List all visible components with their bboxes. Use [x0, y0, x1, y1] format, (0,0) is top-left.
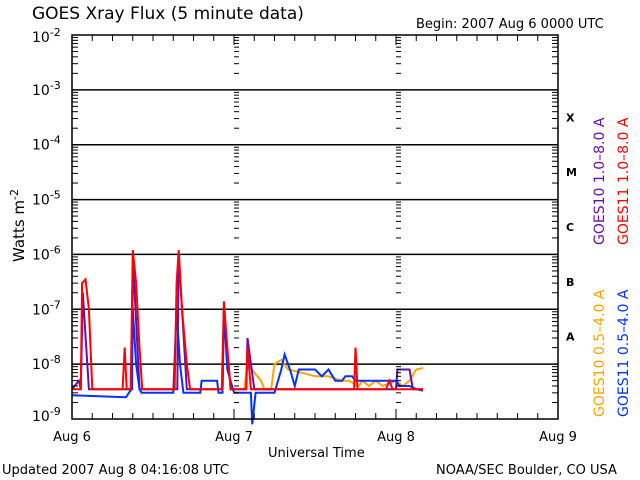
- y-tick-label: 10-2: [32, 26, 61, 46]
- flare-class-label: B: [566, 276, 574, 289]
- flare-class-label: X: [566, 111, 575, 124]
- x-axis-label: Universal Time: [268, 446, 365, 461]
- x-tick-label: Aug 7: [215, 430, 253, 445]
- flare-class-label: A: [566, 331, 575, 344]
- legend-entry: GOES10 0.5–4.0 A: [592, 289, 608, 417]
- credit-label: NOAA/SEC Boulder, CO USA: [436, 463, 617, 478]
- x-tick-label: Aug 9: [539, 430, 577, 445]
- begin-label: Begin: 2007 Aug 6 0000 UTC: [416, 17, 604, 32]
- flare-class-label: M: [566, 166, 577, 179]
- y-tick-label: 10-6: [32, 243, 61, 263]
- y-tick-label: 10-4: [32, 134, 61, 154]
- plot-frame: [71, 34, 559, 420]
- y-tick-label: 10-5: [32, 189, 61, 209]
- series-line-goes11-1-0-8-0-a: [72, 250, 423, 391]
- y-tick-label: 10-8: [32, 353, 61, 373]
- flare-class-label: C: [566, 221, 574, 234]
- legend-entry: GOES11 0.5–4.0 A: [616, 289, 632, 417]
- y-axis-label: Watts m-2: [8, 189, 28, 262]
- legend-entry: GOES11 1.0–8.0 A: [616, 117, 632, 245]
- legend-entry: GOES10 1.0–8.0 A: [592, 117, 608, 245]
- y-tick-label: 10-3: [32, 79, 61, 99]
- x-tick-label: Aug 6: [53, 430, 91, 445]
- updated-timestamp: Updated 2007 Aug 8 04:16:08 UTC: [2, 463, 229, 478]
- chart-title: GOES Xray Flux (5 minute data): [32, 4, 304, 24]
- y-tick-label: 10-9: [32, 405, 61, 425]
- x-tick-label: Aug 8: [377, 430, 415, 445]
- series-line-goes11-0-5-4-0-a: [71, 309, 424, 425]
- y-tick-label: 10-7: [32, 298, 61, 318]
